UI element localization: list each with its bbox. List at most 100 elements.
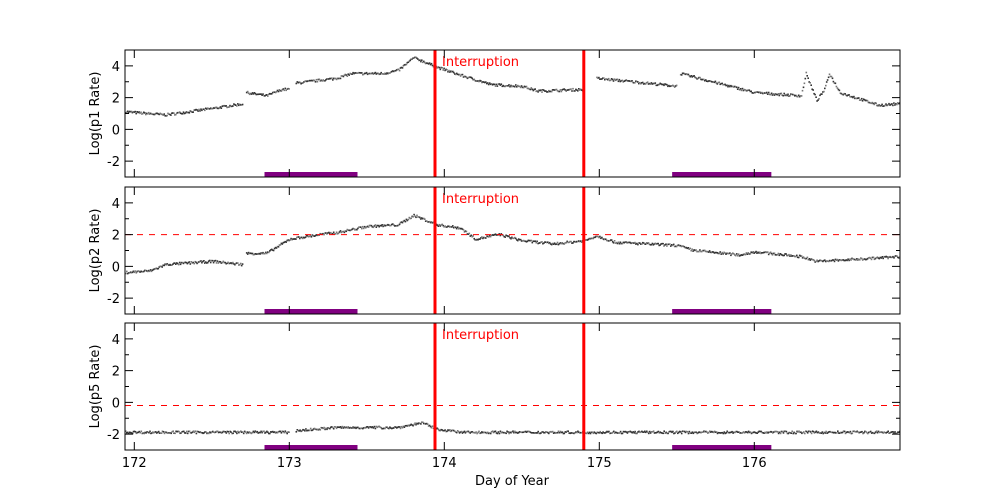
data-point <box>280 90 283 92</box>
data-point <box>502 431 505 434</box>
data-point <box>706 250 709 253</box>
data-point <box>209 107 212 109</box>
data-point <box>232 261 234 264</box>
data-point <box>143 111 145 114</box>
data-point <box>643 82 646 85</box>
data-point <box>330 426 332 429</box>
data-point <box>157 430 160 433</box>
data-point <box>581 432 583 434</box>
data-point <box>638 430 640 433</box>
data-point <box>256 93 259 96</box>
data-point <box>761 252 763 254</box>
data-point <box>865 99 868 102</box>
data-point <box>525 431 528 433</box>
data-point <box>459 75 462 77</box>
data-point <box>723 431 726 433</box>
data-point <box>829 260 832 262</box>
data-point <box>809 82 811 84</box>
data-point <box>705 250 708 253</box>
data-point <box>139 431 142 434</box>
data-point <box>381 224 383 226</box>
data-point <box>665 243 667 245</box>
data-point <box>428 424 431 427</box>
data-point <box>524 430 527 433</box>
data-point <box>310 79 313 82</box>
data-point <box>344 73 347 76</box>
data-point <box>431 425 434 427</box>
data-point <box>441 429 443 431</box>
period-bar <box>264 445 358 450</box>
data-point <box>652 82 655 85</box>
data-point <box>704 79 706 82</box>
data-point <box>362 225 364 228</box>
data-point <box>578 431 580 434</box>
data-point <box>719 432 722 434</box>
data-point <box>158 266 161 268</box>
data-point <box>608 79 611 82</box>
data-point <box>216 430 219 433</box>
data-point <box>415 56 417 59</box>
data-point <box>609 239 612 241</box>
data-point <box>788 253 790 256</box>
data-point <box>163 113 165 115</box>
data-point <box>307 235 310 238</box>
y-tick-label: 2 <box>112 365 120 380</box>
data-point <box>465 230 468 233</box>
data-point <box>198 261 200 263</box>
data-point <box>796 95 799 98</box>
data-point <box>866 99 869 102</box>
data-point <box>351 427 353 429</box>
data-point <box>464 230 467 232</box>
data-point <box>245 252 248 254</box>
data-point <box>791 430 793 433</box>
data-point <box>857 431 859 433</box>
data-point <box>786 432 789 435</box>
data-point <box>547 241 549 243</box>
data-point <box>260 93 262 95</box>
data-point <box>785 93 787 96</box>
data-point <box>747 430 750 433</box>
data-point <box>217 262 220 264</box>
interruption-label: Interruption <box>442 55 519 70</box>
data-point <box>726 252 728 255</box>
data-point <box>201 432 203 434</box>
data-point <box>357 426 359 429</box>
data-point <box>694 76 696 79</box>
data-point <box>294 238 296 240</box>
data-point <box>175 263 177 265</box>
data-point <box>694 249 696 252</box>
data-point <box>862 98 865 100</box>
data-point <box>307 429 309 432</box>
data-point <box>637 81 639 83</box>
data-point <box>764 251 766 254</box>
data-point <box>848 431 851 434</box>
data-point <box>804 77 807 80</box>
data-point <box>306 429 308 432</box>
data-point <box>641 241 644 244</box>
data-point <box>416 57 418 60</box>
data-point <box>596 235 598 238</box>
data-point <box>462 229 465 231</box>
data-point <box>180 112 183 115</box>
data-point <box>780 92 783 95</box>
data-point <box>509 431 511 434</box>
data-point <box>847 94 849 96</box>
data-point <box>798 430 800 432</box>
data-point <box>692 250 694 252</box>
data-point <box>603 77 605 79</box>
data-point <box>783 430 786 433</box>
data-point <box>806 256 809 259</box>
data-point <box>898 102 900 105</box>
data-point <box>722 253 724 255</box>
data-point <box>148 270 151 273</box>
data-point <box>416 214 418 217</box>
data-point <box>824 432 826 434</box>
data-point <box>641 430 643 433</box>
data-point <box>754 91 756 94</box>
data-point <box>305 80 307 82</box>
data-point <box>617 80 620 83</box>
data-point <box>607 239 609 242</box>
data-point <box>739 88 742 90</box>
data-point <box>558 242 561 245</box>
data-point <box>803 82 806 85</box>
